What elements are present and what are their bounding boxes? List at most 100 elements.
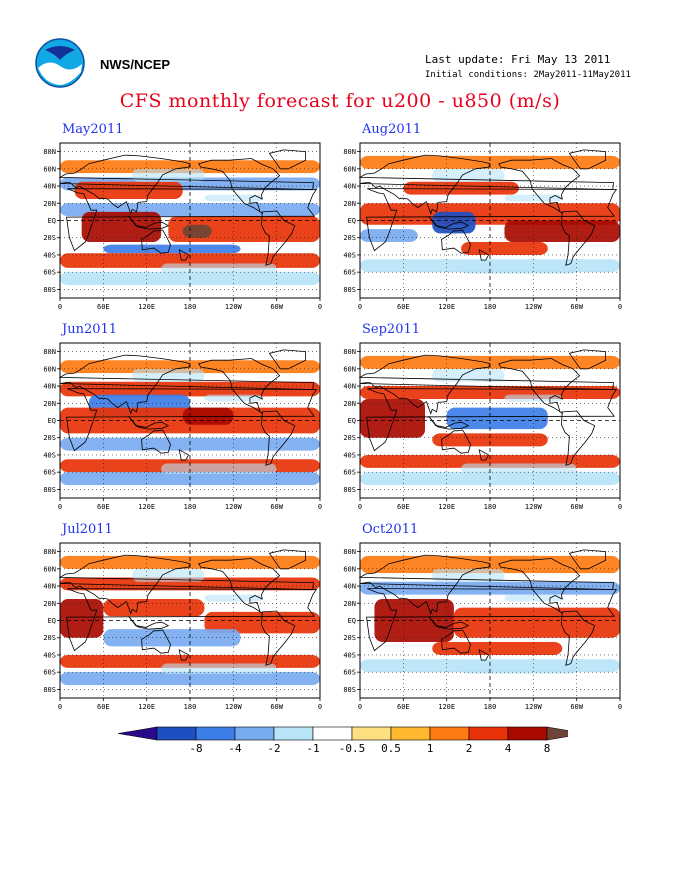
svg-text:80N: 80N: [43, 348, 56, 356]
svg-text:120E: 120E: [138, 703, 155, 711]
initial-conditions: Initial conditions: 2May2011-11May2011: [425, 70, 631, 80]
svg-text:0: 0: [58, 703, 62, 711]
svg-text:20S: 20S: [43, 434, 56, 442]
svg-text:20N: 20N: [343, 400, 356, 408]
colorbar-tick-label: -1: [306, 742, 319, 755]
panel-label-may: May2011: [62, 122, 124, 137]
svg-text:40S: 40S: [343, 651, 356, 659]
svg-text:0: 0: [358, 703, 362, 711]
panel-label-oct: Oct2011: [362, 522, 419, 537]
colorbar-tick-label: -2: [267, 742, 280, 755]
svg-text:40S: 40S: [343, 251, 356, 259]
map-panel-sep: 80N 60N 40N 20N EQ 20S 40S 60S 80S 0 60E 120E 180 120…: [343, 342, 622, 511]
svg-text:80N: 80N: [43, 148, 56, 156]
colorbar-tick-label: -0.5: [339, 742, 366, 755]
svg-text:120E: 120E: [138, 303, 155, 311]
svg-text:0: 0: [618, 303, 622, 311]
noaa-logo: [35, 38, 85, 88]
svg-text:20N: 20N: [343, 600, 356, 608]
svg-text:20S: 20S: [343, 434, 356, 442]
colorbar-tick-label: 0.5: [381, 742, 401, 755]
map-panel-jun: 80N 60N 40N 20N EQ 20S 40S 60S 80S 0 60E 120E 180 120…: [43, 342, 322, 511]
svg-text:40N: 40N: [43, 583, 56, 591]
map-panel-may: 80N 60N 40N 20N EQ 20S 40S 60S 80S 0 60E 120E 180 120…: [43, 142, 322, 311]
svg-text:120E: 120E: [438, 703, 455, 711]
svg-text:60S: 60S: [43, 669, 56, 677]
panel-label-jun: Jun2011: [62, 322, 118, 337]
svg-text:180: 180: [184, 503, 197, 511]
svg-text:EQ: EQ: [48, 617, 56, 625]
svg-text:60N: 60N: [343, 365, 356, 373]
colorbar-tick-label: 4: [505, 742, 512, 755]
svg-text:0: 0: [318, 503, 322, 511]
svg-text:0: 0: [618, 703, 622, 711]
panel-label-aug: Aug2011: [362, 122, 422, 137]
svg-text:0: 0: [358, 503, 362, 511]
svg-text:40N: 40N: [343, 383, 356, 391]
svg-text:EQ: EQ: [48, 417, 56, 425]
svg-text:120W: 120W: [525, 703, 543, 711]
svg-text:60S: 60S: [343, 469, 356, 477]
svg-text:EQ: EQ: [348, 217, 356, 225]
svg-text:120E: 120E: [438, 303, 455, 311]
svg-text:0: 0: [58, 303, 62, 311]
colorbar: -8 -4 -2 -1 -0.5 0.5 1 2 4 8: [117, 725, 587, 761]
svg-text:0: 0: [58, 503, 62, 511]
svg-text:40N: 40N: [43, 183, 56, 191]
svg-text:80S: 80S: [343, 686, 356, 694]
svg-text:40N: 40N: [343, 183, 356, 191]
svg-text:60E: 60E: [397, 703, 410, 711]
svg-text:60W: 60W: [270, 703, 283, 711]
svg-text:60N: 60N: [43, 565, 56, 573]
svg-text:60W: 60W: [570, 503, 583, 511]
colorbar-tick-label: 1: [427, 742, 434, 755]
panel-label-sep: Sep2011: [362, 322, 421, 337]
map-panel-jul: 80N 60N 40N 20N EQ 20S 40S 60S 80S 0 60E 120E 180 120…: [43, 542, 322, 711]
svg-text:60E: 60E: [97, 703, 110, 711]
svg-text:EQ: EQ: [48, 217, 56, 225]
svg-text:80S: 80S: [43, 286, 56, 294]
svg-text:0: 0: [318, 303, 322, 311]
svg-text:60W: 60W: [270, 303, 283, 311]
svg-text:60W: 60W: [570, 303, 583, 311]
svg-text:60W: 60W: [270, 503, 283, 511]
svg-text:80S: 80S: [343, 486, 356, 494]
svg-text:80N: 80N: [343, 348, 356, 356]
svg-text:20S: 20S: [43, 634, 56, 642]
svg-text:60S: 60S: [43, 269, 56, 277]
svg-text:120W: 120W: [525, 503, 543, 511]
colorbar-tick-label: -8: [189, 742, 202, 755]
panel-label-jul: Jul2011: [62, 522, 113, 537]
colorbar-tick-label: 2: [466, 742, 473, 755]
svg-text:120W: 120W: [225, 703, 243, 711]
svg-text:60S: 60S: [343, 269, 356, 277]
svg-text:80N: 80N: [343, 548, 356, 556]
svg-text:180: 180: [484, 303, 497, 311]
svg-text:60N: 60N: [343, 565, 356, 573]
map-panel-oct: 80N 60N 40N 20N EQ 20S 40S 60S 80S 0 60E 120E 180 120…: [343, 542, 622, 711]
svg-text:20S: 20S: [343, 234, 356, 242]
svg-text:60W: 60W: [570, 703, 583, 711]
svg-text:40S: 40S: [343, 451, 356, 459]
svg-text:20S: 20S: [343, 634, 356, 642]
colorbar-tick-label: 8: [544, 742, 551, 755]
svg-text:60E: 60E: [97, 503, 110, 511]
svg-text:40N: 40N: [43, 383, 56, 391]
svg-text:40S: 40S: [43, 251, 56, 259]
svg-text:60S: 60S: [343, 669, 356, 677]
svg-text:60N: 60N: [343, 165, 356, 173]
svg-text:60E: 60E: [397, 503, 410, 511]
svg-text:0: 0: [358, 303, 362, 311]
svg-text:60S: 60S: [43, 469, 56, 477]
svg-text:120W: 120W: [525, 303, 543, 311]
svg-text:60E: 60E: [397, 303, 410, 311]
svg-text:60N: 60N: [43, 165, 56, 173]
svg-text:80S: 80S: [43, 686, 56, 694]
svg-text:20N: 20N: [43, 400, 56, 408]
svg-text:60E: 60E: [97, 303, 110, 311]
svg-text:180: 180: [184, 703, 197, 711]
svg-text:40S: 40S: [43, 651, 56, 659]
svg-text:120W: 120W: [225, 503, 243, 511]
svg-text:80N: 80N: [43, 548, 56, 556]
svg-text:EQ: EQ: [348, 617, 356, 625]
